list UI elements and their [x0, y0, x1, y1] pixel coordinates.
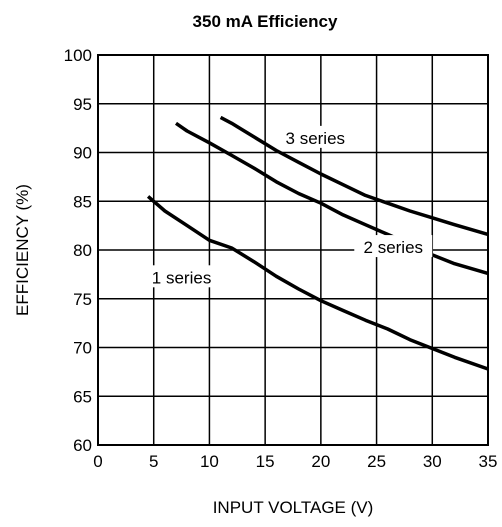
y-tick-label: 85 — [73, 192, 92, 211]
y-tick-label: 70 — [73, 339, 92, 358]
x-tick-label: 15 — [256, 452, 275, 471]
series-label-bg — [142, 265, 221, 288]
x-tick-label: 30 — [423, 452, 442, 471]
x-tick-labels: 0 5 10 15 20 25 30 35 — [93, 452, 497, 471]
series-label-bg — [354, 235, 433, 258]
y-tick-label: 60 — [73, 436, 92, 455]
x-axis-title: INPUT VOLTAGE (V) — [213, 498, 374, 517]
y-tick-label: 65 — [73, 387, 92, 406]
x-tick-label: 25 — [367, 452, 386, 471]
plot-frame — [97, 54, 489, 446]
y-tick-label: 95 — [73, 95, 92, 114]
x-tick-label: 35 — [479, 452, 498, 471]
x-tick-label: 0 — [93, 452, 102, 471]
y-tick-label: 80 — [73, 241, 92, 260]
y-tick-label: 100 — [64, 46, 92, 65]
y-tick-labels: 60 65 70 75 80 85 90 95 100 — [64, 46, 92, 455]
series-label-bg — [276, 125, 355, 148]
series-label-2: 2 series — [364, 238, 424, 257]
y-axis-title: EFFICIENCY (%) — [13, 184, 32, 316]
series-line-1 — [146, 195, 489, 371]
series-labels: 1 series 2 series 3 series — [142, 125, 433, 288]
series-lines — [146, 115, 489, 371]
y-tick-label: 90 — [73, 144, 92, 163]
x-tick-label: 10 — [200, 452, 219, 471]
series-line-3 — [219, 115, 489, 237]
series-label-1: 1 series — [152, 268, 212, 287]
chart-title: 350 mA Efficiency — [193, 12, 338, 31]
series-label-3: 3 series — [286, 129, 346, 148]
x-tick-label: 5 — [149, 452, 158, 471]
x-tick-label: 20 — [311, 452, 330, 471]
y-tick-label: 75 — [73, 290, 92, 309]
